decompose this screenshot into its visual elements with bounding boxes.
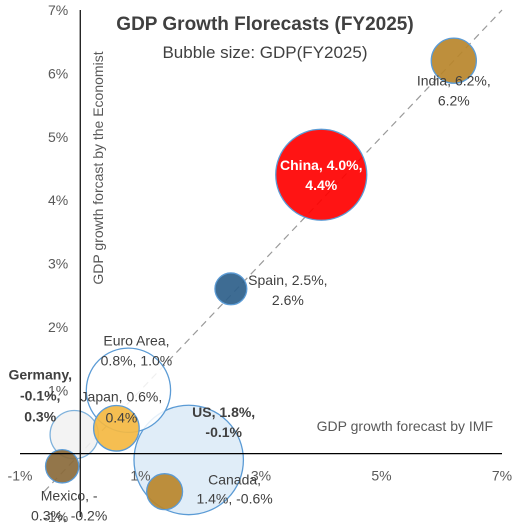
y-tick-label: 6% xyxy=(48,65,68,81)
data-label-euro-area: Euro Area, 0.8%, 1.0% xyxy=(101,332,173,368)
x-axis-label: GDP growth forecast by IMF xyxy=(317,418,493,434)
bubble-canada xyxy=(145,473,184,511)
data-label-japan: Japan, 0.6%, 0.4% xyxy=(81,388,163,425)
y-axis-label: GDP growth forcast by the Economist xyxy=(90,51,106,284)
x-tick-label: -1% xyxy=(8,468,33,484)
data-label-us: US, 1.8%, -0.1% xyxy=(192,404,255,440)
tick-labels: -1% 1% 3% 5% 7% -1% 1% 2% 3% 4% 5% 6% 7% xyxy=(8,2,513,525)
bubble-mexico xyxy=(44,449,80,484)
data-labels: India, 6.2%, 6.2% China, 4.0%, 4.4% Spain, 2… xyxy=(8,73,490,524)
y-tick-label: 1% xyxy=(48,382,68,398)
y-tick-label: 2% xyxy=(48,319,68,335)
x-tick-label: 7% xyxy=(492,468,512,484)
bubbles xyxy=(44,37,477,516)
y-tick-label: 3% xyxy=(48,256,68,272)
x-tick-label: 5% xyxy=(371,468,391,484)
bubble-japan xyxy=(92,404,140,452)
data-label-spain: Spain, 2.5%, 2.6% xyxy=(248,272,327,308)
axes xyxy=(20,10,502,517)
y-tick-label: 5% xyxy=(48,129,68,145)
chart-title: GDP Growth Florecasts (FY2025) xyxy=(116,14,413,35)
data-label-mexico: Mexico, -0.3%, -0.2% xyxy=(31,487,107,523)
x-tick-label: 1% xyxy=(130,468,150,484)
y-tick-label: 7% xyxy=(48,2,68,18)
data-label-canada: Canada, 1.4%, -0.6% xyxy=(196,472,272,507)
bubble-india xyxy=(430,37,477,84)
y-tick-label: -1% xyxy=(43,509,68,525)
bubble-china xyxy=(275,128,368,221)
y-tick-label: 4% xyxy=(48,192,68,208)
x-tick-label: 3% xyxy=(251,468,271,484)
chart-subtitle: Bubble size: GDP(FY2025) xyxy=(162,43,367,62)
data-label-india: India, 6.2%, 6.2% xyxy=(417,73,491,109)
data-label-germany: Germany, -0.1%, 0.3% xyxy=(8,367,72,425)
bubble-spain xyxy=(214,272,248,306)
data-label-china: China, 4.0%, 4.4% xyxy=(280,157,362,193)
